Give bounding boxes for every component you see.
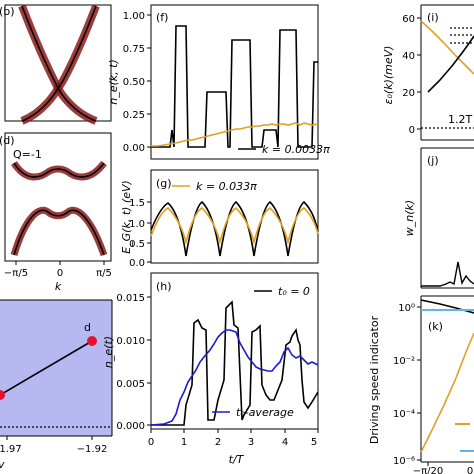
panel-d-annotation: Q=-1	[13, 148, 42, 161]
panel-i-ytick-3: 20	[402, 88, 415, 99]
panel-i-ytick-2: 40	[402, 51, 415, 62]
panel-g-ylabel: E_G(k, t) (eV)	[120, 180, 133, 254]
panel-c-shaded-region	[0, 300, 112, 436]
panel-g-ytick-2: 1.0	[129, 219, 145, 230]
panel-f-legend-text: k = 0.0033π	[262, 143, 330, 156]
panel-h-xtick-6: 5	[311, 437, 317, 448]
panel-g-ytick-3: 0.5	[129, 239, 145, 250]
panel-g-black-curve	[150, 200, 319, 257]
panel-i-black-curve	[427, 35, 474, 93]
panel-d-label: (d)	[0, 134, 15, 147]
panel-j-black-curve	[421, 261, 474, 287]
panel-g-ytick-4: 0.0	[129, 258, 145, 269]
panel-f-ytick-1: 1.00	[123, 11, 145, 22]
panel-i-ytick-4: 0	[409, 125, 415, 136]
panel-j: (j) w_n(k)	[403, 147, 474, 289]
panel-b-band-1	[21, 5, 97, 122]
panel-g-orange-curve	[150, 207, 319, 246]
panel-h-xtick-3: 2	[215, 437, 221, 448]
panel-k: (k) 10⁰ 10⁻² 10⁻⁴ 10⁻⁶ Driving speed ind…	[368, 295, 474, 474]
panel-g-ytick-1: 1.5	[129, 198, 145, 209]
panel-h-ytick-1: 0.015	[116, 293, 145, 304]
panel-k-ylabel: Driving speed indicator	[368, 315, 381, 444]
panel-h-blue-curve	[150, 329, 319, 426]
panel-d-xtick-1: −π/5	[4, 268, 28, 279]
panel-k-ytick-3: 10⁻⁴	[393, 409, 415, 420]
panel-f-black-curve	[151, 25, 318, 148]
panel-g: (g) 1.5 1.0 0.5 0.0 E_G(k, t) (eV) k = 0…	[120, 169, 319, 269]
panel-f: (f) 1.00 0.75 0.50 0.25 0.00 n_e(k, t) k…	[107, 4, 330, 160]
panel-c: d −1.97 −1.92 v	[0, 299, 113, 471]
panel-k-ytick-1: 10⁰	[398, 303, 415, 314]
panel-h-xtick-5: 4	[282, 437, 288, 448]
panel-b-band-2	[21, 5, 97, 122]
panel-f-ytick-4: 0.25	[123, 110, 145, 121]
panel-i: (i) 60 40 20 0 ε₀(k)(meV) 1.2T	[382, 4, 474, 141]
panel-c-point-d	[87, 336, 97, 346]
panel-k-xtick-1: −π/20	[413, 466, 444, 474]
panel-h-black-curve	[151, 300, 319, 426]
panel-f-ylabel: n_e(k, t)	[107, 59, 120, 105]
panel-h-xtick-4: 3	[248, 437, 254, 448]
panel-h-legend-text-top: t₀ = 0	[278, 285, 310, 298]
panel-g-legend-text: k = 0.033π	[196, 180, 257, 193]
panel-d-lower-band-red	[10, 206, 108, 257]
panel-h-frame	[150, 272, 319, 430]
panel-h-ytick-3: 0.005	[116, 379, 145, 390]
panel-k-black-curve	[420, 299, 474, 314]
panel-d-xtick-2: 0	[57, 268, 63, 279]
panel-j-ylabel: w_n(k)	[403, 200, 416, 236]
panel-d-upper-band	[13, 162, 105, 178]
panel-f-ytick-3: 0.50	[123, 77, 145, 88]
panel-k-ytick-4: 10⁻⁶	[393, 456, 415, 467]
panel-h: (h) 0.015 0.010 0.005 0.000 n_e(t) t₀ = …	[102, 272, 319, 466]
panel-b-band-red-2	[20, 4, 100, 125]
panel-b-label: (b)	[0, 5, 15, 18]
panel-g-label: (g)	[156, 177, 172, 190]
panel-h-xtick-1: 0	[148, 437, 154, 448]
panel-h-ytick-4: 0.000	[116, 421, 145, 432]
panel-f-ytick-2: 0.75	[123, 44, 145, 55]
panel-i-ylabel: ε₀(k)(meV)	[382, 46, 395, 105]
panel-f-orange-curve	[151, 122, 319, 147]
panel-b: (b)	[0, 4, 112, 125]
panel-d: (d) Q=-1 −π/5 0 π/5 k	[0, 132, 112, 293]
panel-i-ytick-1: 60	[402, 14, 415, 25]
panel-c-point-label: d	[84, 321, 91, 334]
panel-j-label: (j)	[427, 154, 439, 167]
panel-h-ylabel: n_e(t)	[102, 336, 115, 368]
panel-h-ytick-2: 0.010	[116, 336, 145, 347]
panel-h-xtick-2: 1	[181, 437, 187, 448]
panel-d-frame	[4, 132, 112, 262]
panel-i-label: (i)	[427, 11, 439, 24]
panel-f-frame	[150, 4, 319, 160]
panel-k-orange-curve	[420, 332, 474, 453]
panel-d-lower-band	[13, 209, 105, 256]
panel-h-xlabel: t/T	[229, 453, 245, 466]
panel-g-frame	[150, 169, 319, 264]
panel-c-xtick-1: −1.97	[0, 444, 22, 455]
panel-b-frame	[4, 4, 112, 122]
panel-k-xtick-2: 0	[467, 466, 473, 474]
panel-b-band-red-1	[18, 4, 98, 125]
panel-c-point-left	[0, 390, 5, 400]
panel-h-label: (h)	[156, 280, 172, 293]
panel-d-xlabel: k	[55, 280, 62, 293]
panel-f-label: (f)	[156, 11, 168, 24]
panel-c-xtick-2: −1.92	[77, 444, 108, 455]
panel-f-ytick-5: 0.00	[123, 143, 145, 154]
panel-i-orange-curve	[420, 20, 474, 75]
panel-c-xlabel: v	[0, 458, 5, 471]
panel-k-ytick-2: 10⁻²	[393, 356, 415, 367]
panel-k-label: (k)	[428, 320, 443, 333]
panel-h-legend-text-bottom: t₀-average	[236, 406, 294, 419]
panel-c-segment	[0, 340, 93, 396]
panel-d-xtick-3: π/5	[96, 268, 112, 279]
panel-i-annotation: 1.2T	[448, 113, 472, 126]
